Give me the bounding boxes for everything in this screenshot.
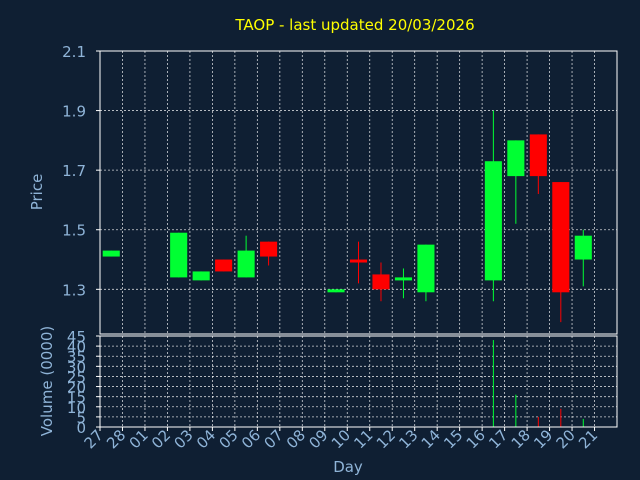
y-tick-label: 1.7 [62, 162, 86, 180]
price-grid [99, 50, 617, 334]
volume-grid [99, 335, 617, 428]
volume-tick-label: 15 [67, 389, 86, 407]
chart-title: TAOP - last updated 20/03/2026 [234, 16, 474, 34]
candle-body [327, 289, 345, 293]
volume-tick-label: 30 [67, 358, 86, 376]
candle-body [102, 250, 120, 257]
y-axis-label: Price [28, 174, 46, 211]
y-tick-label: 1.5 [62, 222, 86, 240]
volume-tick-label: 25 [67, 368, 86, 386]
candle-body [170, 232, 188, 278]
candle-body [260, 241, 278, 257]
candle-body [484, 161, 502, 281]
volume-tick-label: 5 [76, 409, 86, 427]
x-tick-label: 21 [575, 426, 601, 452]
candle-body [192, 271, 210, 281]
axes [96, 50, 618, 431]
volume-axis-label: Volume (0000) [38, 326, 56, 436]
volume-tick-label: 10 [67, 399, 86, 417]
candle-body [507, 140, 525, 177]
candle-body [349, 259, 368, 263]
candle-body [552, 182, 570, 293]
volume-plot-frame [99, 335, 618, 428]
candle-body [417, 244, 435, 293]
y-tick-label: 1.9 [62, 103, 86, 121]
y-tick-label: 1.3 [62, 281, 86, 299]
volume-tick-label: 0 [76, 419, 86, 437]
volume-tick-label: 35 [67, 348, 86, 366]
volume-bars [492, 340, 584, 427]
x-axis-label: Day [333, 458, 363, 476]
candle-body [394, 277, 412, 281]
y-tick-label: 2.1 [62, 43, 86, 61]
volume-tick-label: 45 [67, 328, 86, 346]
candle-body [215, 259, 233, 272]
candle-body [574, 235, 592, 260]
volume-tick-label: 40 [67, 338, 86, 356]
candles [102, 110, 592, 323]
candle-body [529, 134, 547, 177]
candle-body [237, 250, 255, 278]
candle-body [372, 274, 390, 290]
tick-labels: 1.31.51.71.92.10510152025303540452728010… [62, 43, 601, 452]
volume-tick-label: 20 [67, 379, 86, 397]
price-plot-frame [99, 50, 618, 335]
